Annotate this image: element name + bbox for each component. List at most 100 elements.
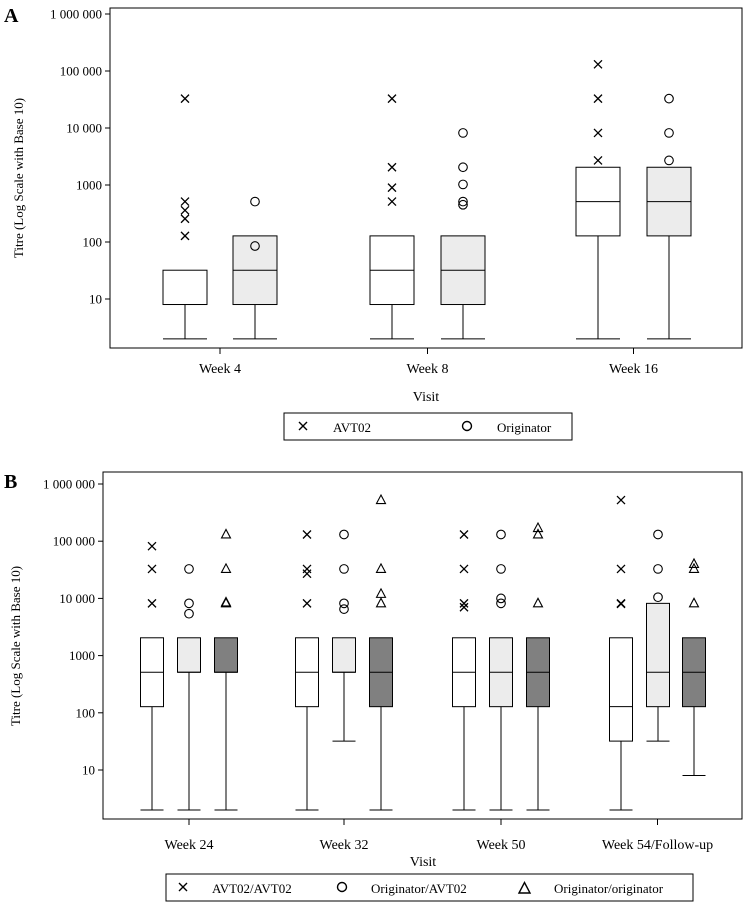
outlier-x-marker xyxy=(180,214,190,224)
outlier-x-marker xyxy=(616,495,626,505)
box-0-1 xyxy=(177,564,201,811)
outlier-circle-marker xyxy=(458,199,468,210)
box-2-2 xyxy=(526,521,550,811)
outlier-triangle-marker xyxy=(375,597,387,608)
legend-label: AVT02/AVT02 xyxy=(212,881,292,896)
x-axis-title: Visit xyxy=(413,390,439,405)
outlier-triangle-marker xyxy=(220,596,232,607)
outlier-circle-marker xyxy=(496,564,506,574)
outlier-circle-marker xyxy=(653,564,663,574)
box-0-1 xyxy=(232,196,278,340)
outlier-circle-marker xyxy=(458,179,468,190)
box-1-1 xyxy=(332,529,356,742)
box-0-2 xyxy=(214,528,238,811)
outlier-circle-marker xyxy=(458,128,468,138)
outlier-x-marker xyxy=(459,530,469,539)
triangle-marker-icon xyxy=(517,880,532,894)
outlier-circle-marker xyxy=(496,529,506,540)
box-2-1 xyxy=(646,93,692,340)
outlier-x-marker xyxy=(302,564,312,574)
outlier-circle-marker xyxy=(458,196,468,207)
x-tick-label: Week 24 xyxy=(164,838,213,853)
outlier-x-marker xyxy=(616,598,626,608)
outlier-x-marker xyxy=(180,197,190,207)
outlier-circle-marker xyxy=(496,593,506,604)
y-tick-label: 10 000 xyxy=(59,591,95,606)
outlier-x-marker xyxy=(147,564,157,574)
outlier-triangle-marker xyxy=(688,557,700,569)
legend-item-avt02-avt02: AVT02/AVT02 xyxy=(178,881,292,896)
box-3-0 xyxy=(609,495,633,811)
panel-a: A 10 100 1000 10 000 100 000 1 000 000 Week 4… xyxy=(4,5,743,441)
outlier-circle-marker xyxy=(250,241,260,251)
circle-marker-icon xyxy=(336,881,348,893)
outlier-triangle-marker xyxy=(688,597,700,608)
y-tick-label: 1 000 000 xyxy=(50,7,102,22)
outlier-circle-marker xyxy=(184,598,194,609)
panel-b: B 10 100 1000 10 000 100 000 1 000 000 Week 2… xyxy=(4,471,743,902)
outlier-triangle-marker xyxy=(375,493,387,505)
y-tick-label: 10 xyxy=(82,763,95,778)
y-tick-label: 10 000 xyxy=(66,121,102,136)
y-tick-label: 100 xyxy=(76,705,96,720)
legend-item-originator-originator: Originator/originator xyxy=(517,880,664,896)
outlier-x-marker xyxy=(387,162,397,172)
box-3-2 xyxy=(682,557,706,777)
outlier-circle-marker xyxy=(184,564,194,574)
outlier-triangle-marker xyxy=(375,562,387,573)
outlier-triangle-marker xyxy=(532,597,544,608)
x-axis-title: Visit xyxy=(410,855,436,870)
outlier-x-marker xyxy=(459,564,469,574)
outlier-x-marker xyxy=(387,197,397,207)
box-1-0 xyxy=(295,530,319,811)
outlier-circle-marker xyxy=(339,564,349,574)
outlier-x-marker xyxy=(593,128,603,138)
x-marker-icon xyxy=(298,421,308,431)
outlier-triangle-marker xyxy=(532,521,544,533)
outlier-circle-marker xyxy=(653,592,663,603)
outlier-x-marker xyxy=(593,59,603,69)
y-axis-title: Titre (Log Scale with Base 10) xyxy=(8,566,23,726)
y-axis-title: Titre (Log Scale with Base 10) xyxy=(11,98,26,258)
legend-item-originator-avt02: Originator/AVT02 xyxy=(336,881,467,896)
outlier-circle-marker xyxy=(339,529,349,540)
plot-frame xyxy=(102,471,743,820)
y-axis: 10 100 1000 10 000 100 000 1 000 000 xyxy=(50,7,110,307)
outlier-x-marker xyxy=(302,530,312,539)
outlier-circle-marker xyxy=(496,598,506,609)
outlier-circle-marker xyxy=(184,608,194,619)
y-tick-label: 1000 xyxy=(76,178,102,193)
legend xyxy=(283,412,573,441)
box-2-0 xyxy=(452,530,476,811)
outlier-circle-marker xyxy=(339,598,349,609)
x-tick-label: Week 50 xyxy=(476,838,525,853)
outlier-x-marker xyxy=(180,94,190,104)
box-0-0 xyxy=(140,541,164,811)
outlier-circle-marker xyxy=(339,604,349,614)
box-1-1 xyxy=(440,128,486,340)
outlier-x-marker xyxy=(459,598,469,608)
outlier-triangle-marker xyxy=(220,562,232,573)
panel-label-b: B xyxy=(4,471,17,493)
box-iqr xyxy=(646,602,670,708)
outlier-x-marker xyxy=(616,564,626,574)
outlier-x-marker xyxy=(147,541,157,551)
outlier-circle-marker xyxy=(250,196,260,207)
x-tick-label: Week 8 xyxy=(406,362,448,377)
outlier-x-marker xyxy=(180,205,190,215)
box-iqr xyxy=(609,637,633,742)
outlier-circle-marker xyxy=(664,128,674,138)
x-tick-label: Week 16 xyxy=(609,362,658,377)
box-iqr xyxy=(162,269,208,306)
x-tick-label: Week 32 xyxy=(319,838,368,853)
x-axis: Week 24 Week 32 Week 50 Week 54/Follow-up xyxy=(164,819,713,853)
legend xyxy=(165,873,694,902)
box-iqr xyxy=(332,637,356,673)
outlier-x-marker xyxy=(302,598,312,608)
y-tick-label: 1000 xyxy=(69,648,95,663)
outlier-triangle-marker xyxy=(220,528,232,539)
outlier-circle-marker xyxy=(458,162,468,173)
box-1-0 xyxy=(369,94,415,340)
